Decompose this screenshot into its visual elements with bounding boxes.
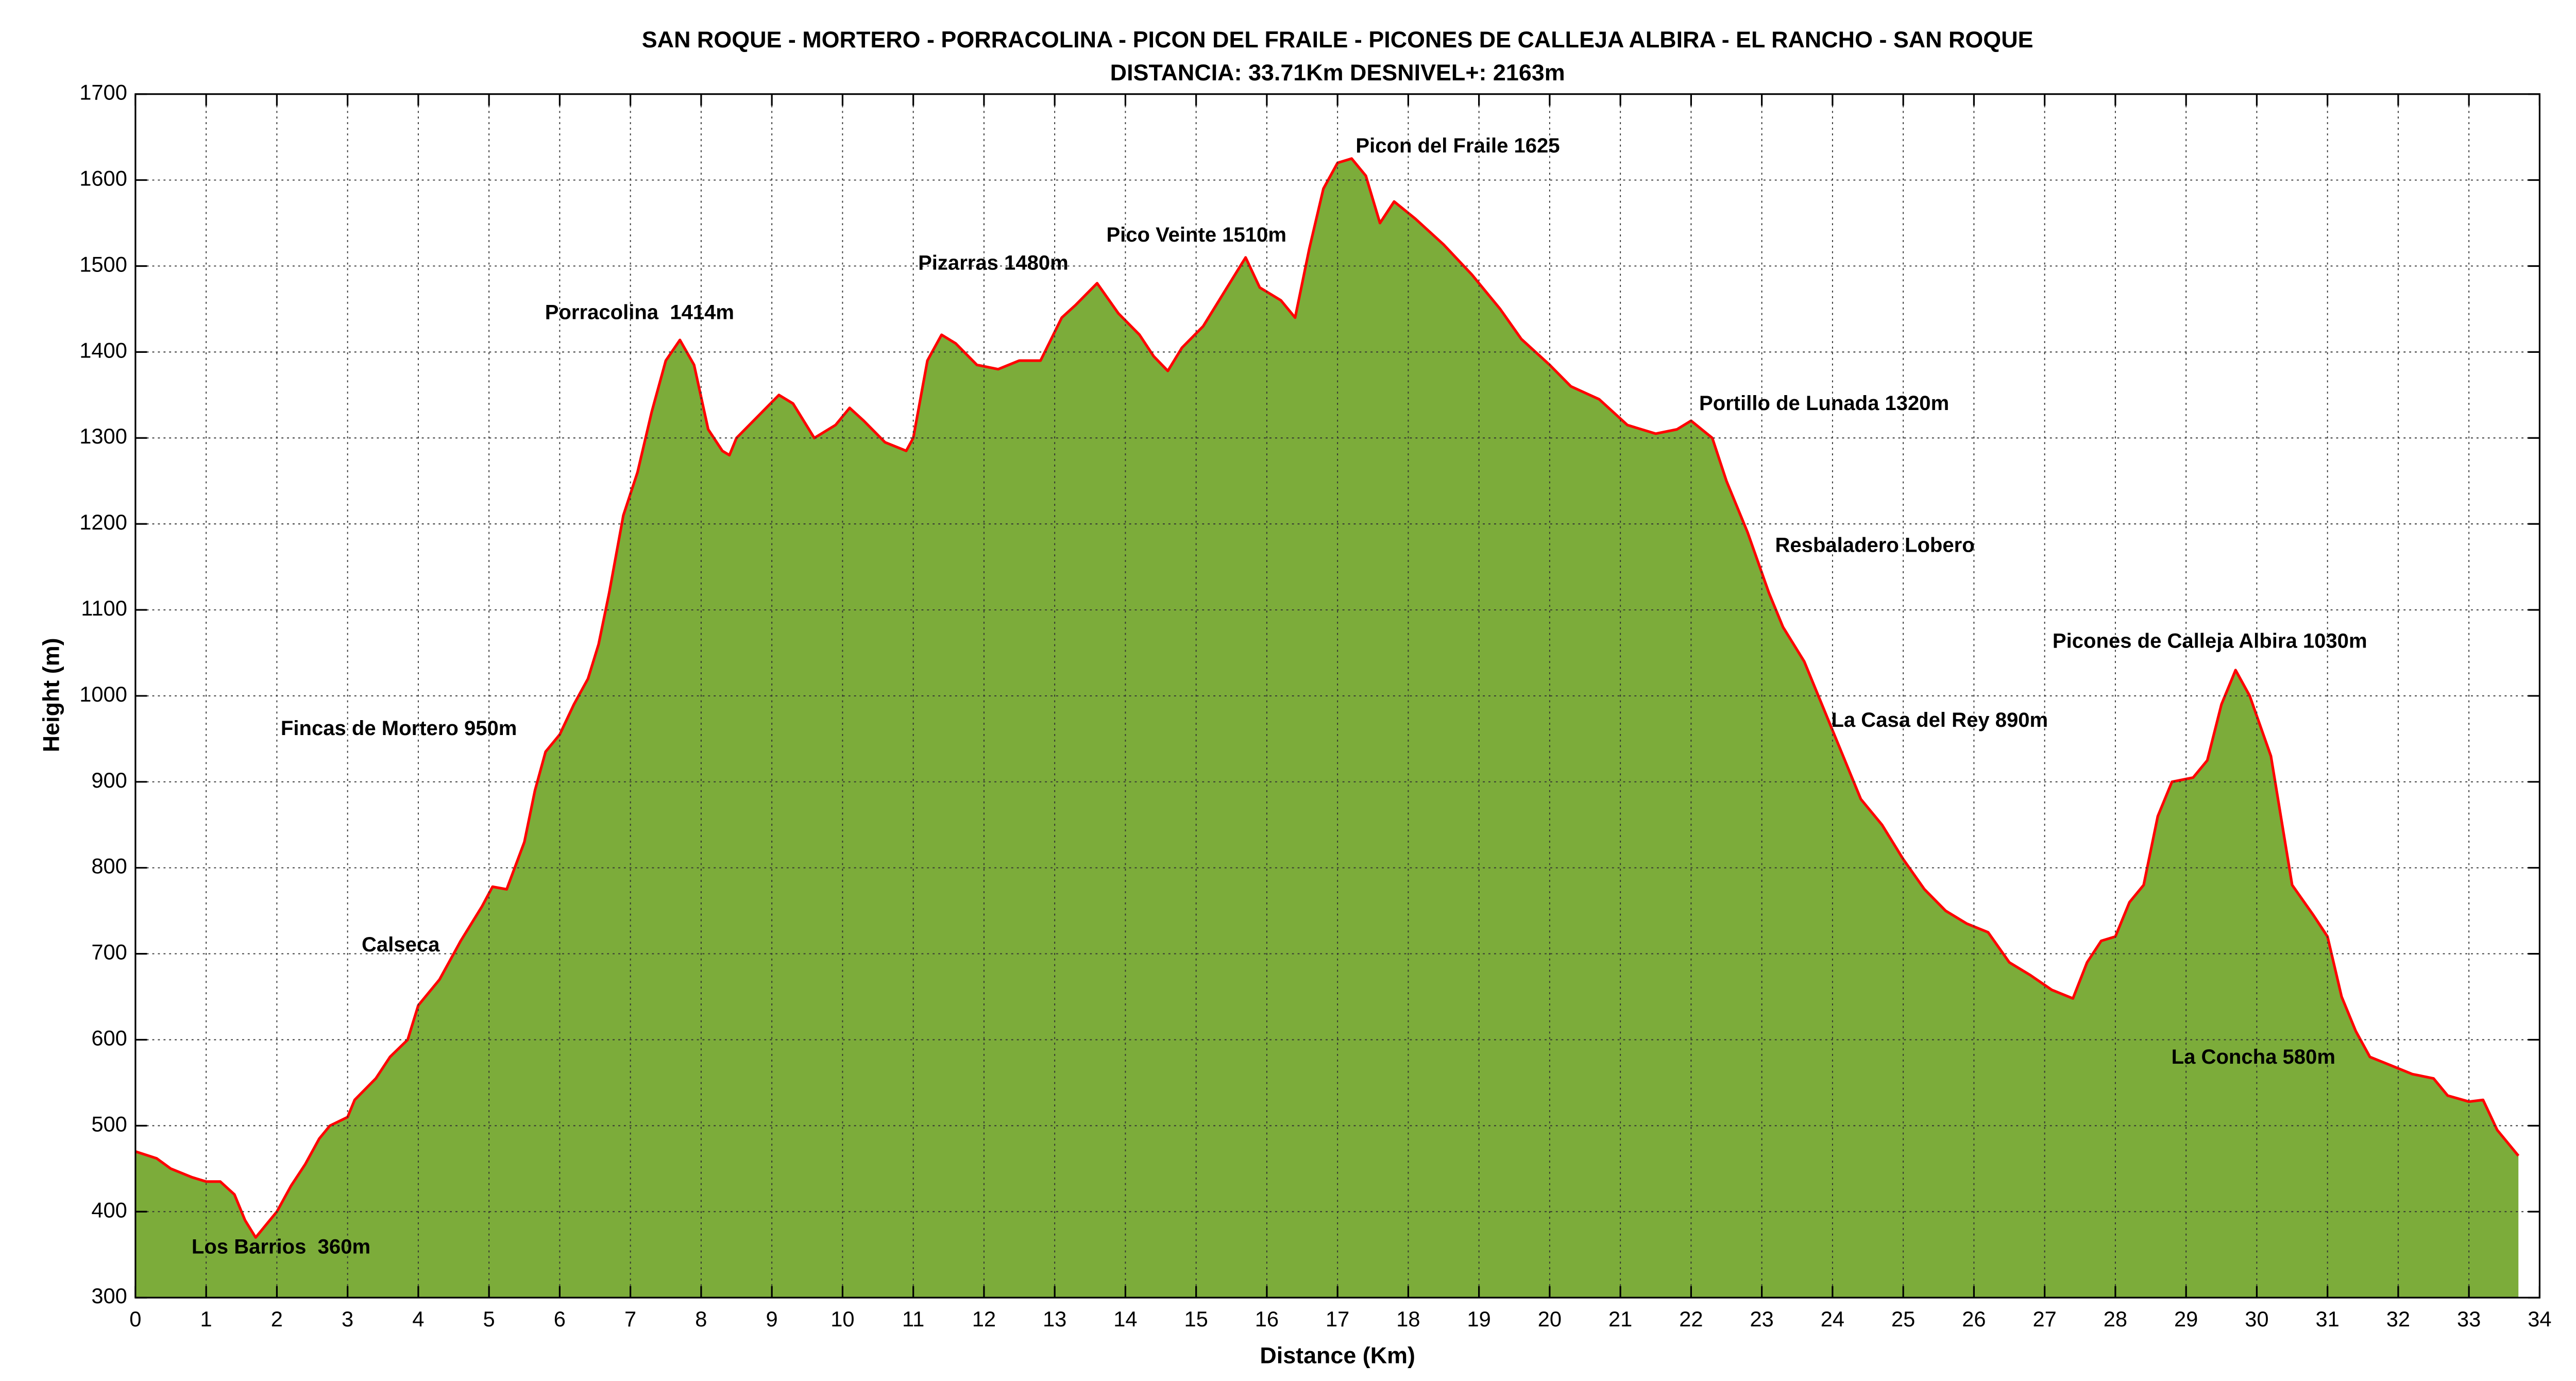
x-tick-label: 28 — [2104, 1307, 2127, 1331]
annotation: La Casa del Rey 890m — [1831, 709, 2048, 731]
x-tick-label: 23 — [1750, 1307, 1773, 1331]
x-tick-label: 27 — [2032, 1307, 2056, 1331]
y-tick-label: 1300 — [79, 424, 127, 448]
x-tick-label: 25 — [1891, 1307, 1915, 1331]
chart-subtitle: DISTANCIA: 33.71Km DESNIVEL+: 2163m — [1110, 59, 1565, 86]
annotation: Porracolina 1414m — [545, 301, 734, 324]
y-tick-label: 1200 — [79, 510, 127, 534]
annotation: Pizarras 1480m — [918, 251, 1069, 274]
annotation: Calseca — [362, 933, 440, 956]
annotation: Los Barrios 360m — [192, 1236, 370, 1258]
annotation: Fincas de Mortero 950m — [281, 717, 517, 740]
x-tick-label: 30 — [2245, 1307, 2268, 1331]
x-tick-label: 11 — [902, 1307, 924, 1331]
y-tick-label: 700 — [91, 940, 127, 964]
x-tick-label: 13 — [1043, 1307, 1066, 1331]
x-tick-label: 5 — [483, 1307, 495, 1331]
x-tick-label: 33 — [2457, 1307, 2481, 1331]
y-tick-label: 1000 — [79, 682, 127, 706]
x-tick-label: 4 — [412, 1307, 424, 1331]
x-tick-label: 31 — [2315, 1307, 2339, 1331]
y-tick-label: 300 — [91, 1284, 127, 1308]
annotation: Picon del Fraile 1625 — [1355, 134, 1560, 157]
y-tick-label: 1100 — [81, 596, 127, 620]
y-tick-label: 1700 — [79, 80, 127, 105]
annotation: La Concha 580m — [2172, 1046, 2335, 1068]
profile-line — [135, 157, 2520, 1239]
x-tick-label: 10 — [831, 1307, 854, 1331]
x-tick-label: 18 — [1396, 1307, 1420, 1331]
area-fill — [135, 158, 2519, 1298]
y-axis-label: Height (m) — [38, 638, 64, 752]
x-tick-label: 7 — [624, 1307, 636, 1331]
x-tick-label: 14 — [1113, 1307, 1137, 1331]
x-tick-label: 22 — [1679, 1307, 1703, 1331]
annotation: Resbaladero Lobero — [1775, 534, 1974, 556]
x-tick-label: 8 — [695, 1307, 707, 1331]
x-tick-label: 15 — [1184, 1307, 1208, 1331]
x-tick-label: 2 — [271, 1307, 283, 1331]
x-tick-label: 24 — [1821, 1307, 1844, 1331]
x-tick-label: 9 — [766, 1307, 778, 1331]
x-tick-label: 17 — [1326, 1307, 1349, 1331]
x-tick-label: 21 — [1608, 1307, 1632, 1331]
chart-title: SAN ROQUE - MORTERO - PORRACOLINA - PICO… — [642, 26, 2033, 53]
x-axis-label: Distance (Km) — [1260, 1342, 1415, 1368]
x-tick-label: 0 — [129, 1307, 141, 1331]
x-tick-label: 19 — [1467, 1307, 1490, 1331]
annotation: Pico Veinte 1510m — [1106, 224, 1286, 246]
y-tick-label: 900 — [91, 768, 127, 792]
y-tick-label: 400 — [91, 1198, 127, 1222]
x-tick-label: 20 — [1538, 1307, 1562, 1331]
x-tick-label: 3 — [342, 1307, 353, 1331]
y-tick-label: 800 — [91, 854, 127, 878]
x-tick-label: 16 — [1255, 1307, 1279, 1331]
annotation: Picones de Calleja Albira 1030m — [2053, 629, 2367, 652]
x-tick-label: 1 — [200, 1307, 212, 1331]
y-tick-label: 1600 — [79, 166, 127, 191]
x-tick-label: 12 — [972, 1307, 996, 1331]
x-tick-label: 26 — [1962, 1307, 1986, 1331]
y-tick-label: 600 — [91, 1026, 127, 1050]
x-tick-label: 6 — [554, 1307, 566, 1331]
x-tick-label: 32 — [2386, 1307, 2410, 1331]
x-tick-label: 29 — [2174, 1307, 2198, 1331]
annotation: Portillo de Lunada 1320m — [1699, 392, 1949, 415]
y-tick-label: 500 — [91, 1112, 127, 1136]
x-tick-label: 34 — [2528, 1307, 2551, 1331]
y-tick-label: 1400 — [79, 338, 127, 362]
y-tick-label: 1500 — [79, 252, 127, 276]
